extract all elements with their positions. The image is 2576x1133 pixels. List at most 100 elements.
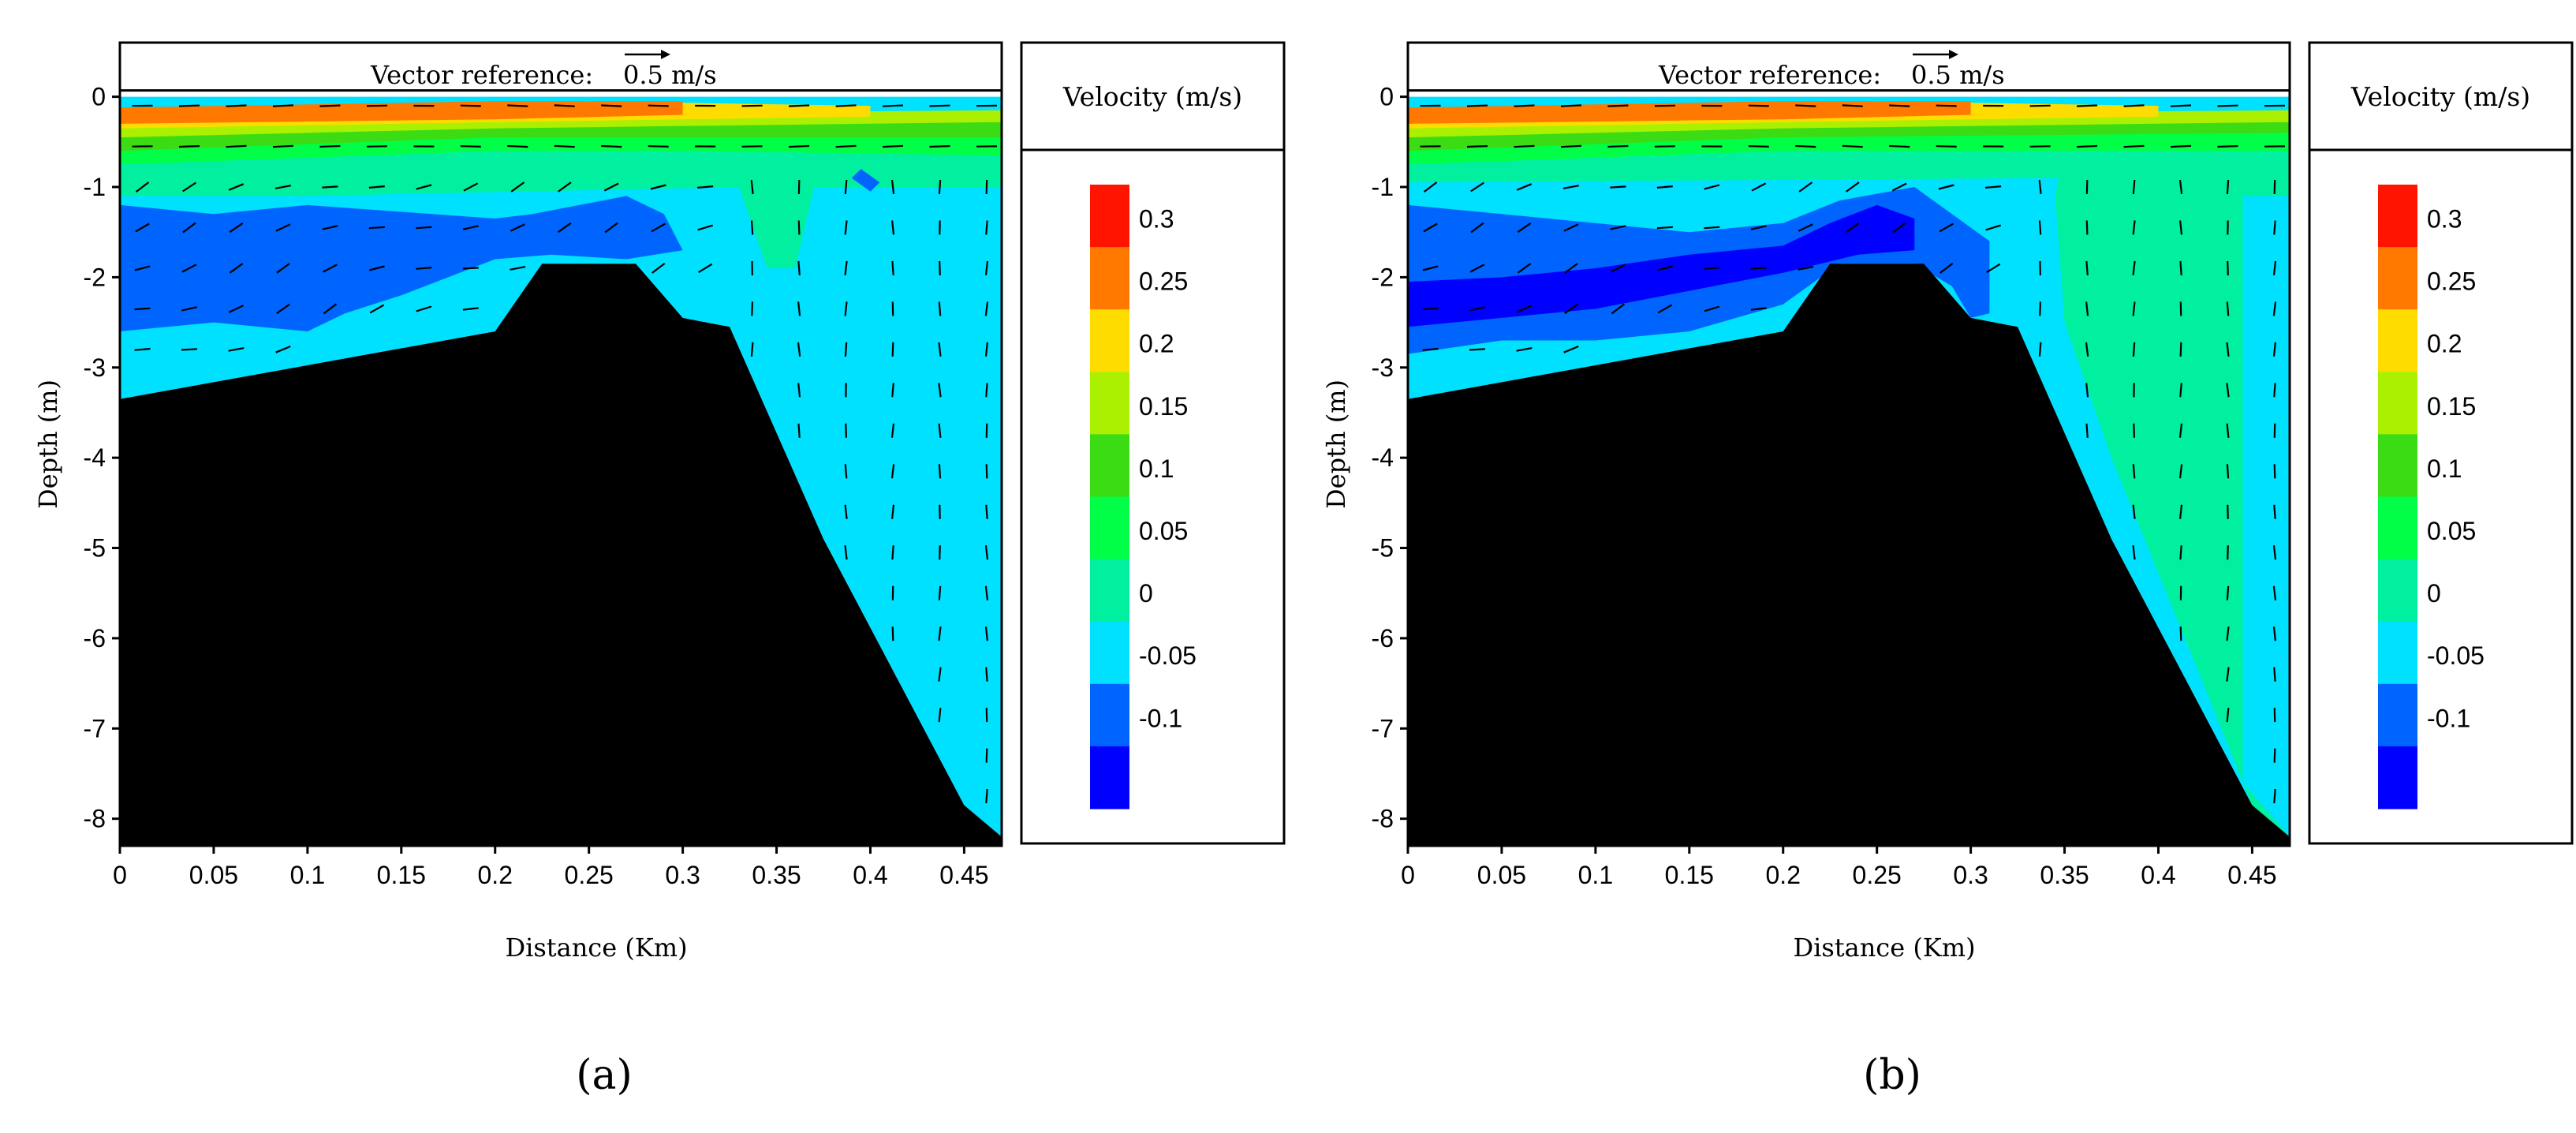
- contour-region-0p3: [1408, 101, 1971, 124]
- velocity-vector: [1514, 144, 1535, 148]
- y-tick-label: -8: [84, 805, 106, 833]
- legend-swatch: [2378, 434, 2417, 497]
- velocity-vector: [1751, 182, 1767, 192]
- velocity-vector: [1654, 145, 1675, 148]
- x-tick-label: 0: [113, 861, 127, 889]
- velocity-vector: [2226, 585, 2230, 600]
- velocity-vector: [1469, 264, 1485, 273]
- velocity-vector: [1517, 222, 1532, 234]
- velocity-vector: [1750, 267, 1767, 270]
- velocity-vector: [1892, 222, 1906, 234]
- velocity-vector: [2272, 301, 2277, 316]
- velocity-vector: [985, 667, 988, 682]
- velocity-vector: [462, 307, 479, 311]
- velocity-vector: [2038, 342, 2042, 357]
- velocity-vector: [462, 225, 479, 230]
- velocity-vector: [135, 181, 150, 193]
- velocity-vector: [2123, 144, 2145, 148]
- velocity-vector: [181, 306, 198, 312]
- vector-field: [132, 104, 998, 804]
- velocity-vector: [938, 301, 942, 316]
- legend-tick-label: 0.1: [2427, 454, 2462, 483]
- legend-tick-label: 0.2: [1139, 330, 1174, 358]
- bathymetry: [1408, 264, 2290, 846]
- velocity-vector: [2085, 220, 2089, 235]
- contour-region-0p05: [120, 141, 1002, 268]
- vector-field: [1420, 104, 2286, 804]
- velocity-vector: [1891, 182, 1907, 192]
- y-tick-label: -8: [1372, 805, 1394, 833]
- legend-box: [2308, 41, 2574, 845]
- velocity-vector: [1466, 145, 1488, 148]
- legend-swatch: [2378, 559, 2417, 623]
- y-tick-label: -6: [1372, 624, 1394, 653]
- velocity-vector: [178, 145, 200, 148]
- velocity-vector: [835, 104, 857, 107]
- legend-tick-label: 0: [1139, 579, 1153, 608]
- velocity-vector: [276, 303, 290, 315]
- y-tick-label: -6: [84, 624, 106, 653]
- legend-swatch: [2378, 309, 2417, 372]
- velocity-vector: [2273, 383, 2276, 398]
- vector-reference-value: 0.5 m/s: [623, 60, 717, 90]
- velocity-vector: [938, 423, 942, 438]
- velocity-vector: [2272, 585, 2277, 600]
- velocity-vector: [1798, 181, 1813, 193]
- velocity-vector: [891, 504, 895, 519]
- velocity-vector: [984, 585, 989, 600]
- x-tick-label: 0.15: [1665, 861, 1714, 889]
- legend-swatch: [1090, 309, 1129, 372]
- velocity-vector: [2132, 220, 2136, 235]
- velocity-vector: [1795, 104, 1816, 107]
- velocity-vector: [1564, 263, 1578, 274]
- velocity-vector: [1889, 144, 1910, 148]
- velocity-vector: [1748, 104, 1769, 107]
- x-tick-label: 0.1: [290, 861, 325, 889]
- velocity-vector: [698, 263, 713, 274]
- velocity-vector: [938, 708, 942, 723]
- velocity-vector: [275, 223, 291, 232]
- velocity-vector: [890, 423, 895, 438]
- velocity-vector: [1938, 184, 1954, 190]
- y-tick-label: -1: [1372, 173, 1394, 201]
- velocity-vector: [984, 545, 989, 560]
- legend-tick-label: -0.05: [2427, 641, 2485, 670]
- velocity-vector: [2029, 104, 2051, 107]
- vector-reference-arrowhead: [1949, 50, 1958, 59]
- x-axis-title: Distance (Km): [505, 933, 687, 963]
- velocity-vector: [1798, 223, 1813, 232]
- velocity-vector: [322, 264, 338, 273]
- velocity-vector: [2179, 342, 2182, 357]
- velocity-vector: [1514, 104, 1535, 107]
- velocity-vector: [984, 301, 989, 316]
- velocity-vector: [554, 104, 575, 107]
- velocity-vector: [1656, 226, 1673, 230]
- legend-swatch: [1090, 247, 1129, 310]
- velocity-vector: [1656, 265, 1673, 271]
- y-tick-label: -2: [1372, 263, 1394, 291]
- velocity-vector: [2273, 667, 2276, 682]
- y-tick-label: -4: [1372, 443, 1394, 472]
- velocity-vector: [2179, 504, 2183, 519]
- velocity-vector: [697, 185, 714, 189]
- velocity-vector: [844, 260, 848, 276]
- velocity-vector: [510, 266, 526, 271]
- velocity-vector: [891, 626, 894, 641]
- legend-tick-label: 0.15: [2427, 392, 2476, 421]
- legend-swatch: [1090, 434, 1129, 497]
- velocity-vector: [2226, 708, 2230, 723]
- y-tick-label: -4: [84, 443, 106, 472]
- vector-reference-arrowhead: [661, 50, 670, 59]
- velocity-vector: [507, 144, 528, 148]
- legend-swatch: [1090, 683, 1129, 747]
- velocity-vector: [891, 342, 894, 357]
- y-tick-label: -3: [1372, 353, 1394, 382]
- y-tick-label: -1: [84, 173, 106, 201]
- contour-region--0p05: [120, 196, 683, 331]
- velocity-vector: [797, 383, 801, 398]
- legend-tick-label: 0.1: [1139, 454, 1174, 483]
- y-tick-label: -5: [84, 534, 106, 563]
- velocity-vector: [882, 144, 904, 148]
- velocity-vector: [416, 226, 432, 230]
- legend-tick-label: 0.25: [1139, 267, 1188, 296]
